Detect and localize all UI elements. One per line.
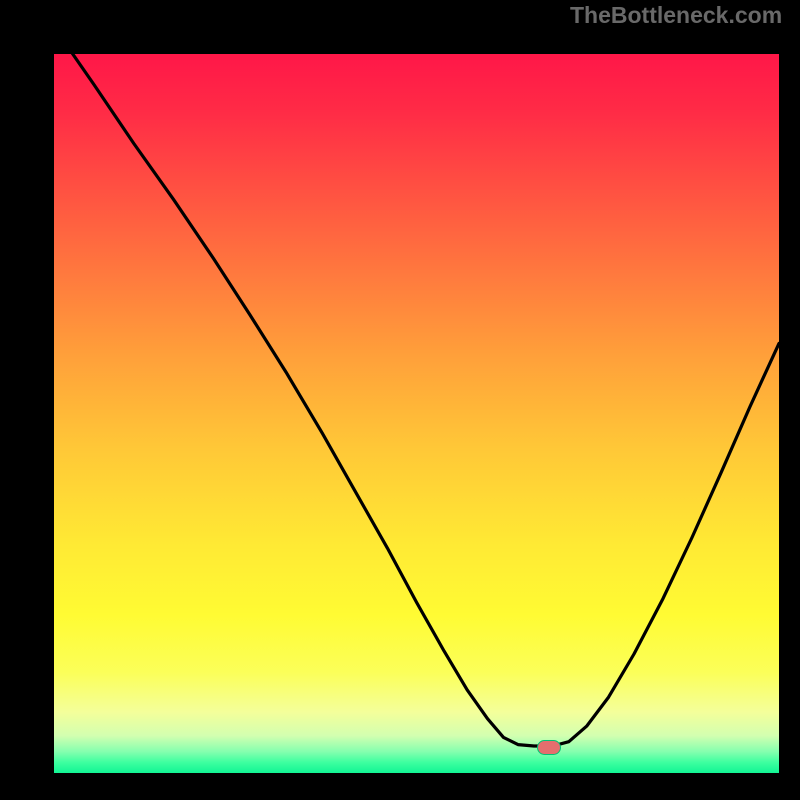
watermark-text: TheBottleneck.com xyxy=(570,2,782,29)
plot-background xyxy=(54,54,779,773)
plot-frame xyxy=(27,27,779,773)
chart-stage: TheBottleneck.com xyxy=(0,0,800,800)
optimum-marker xyxy=(537,740,561,755)
